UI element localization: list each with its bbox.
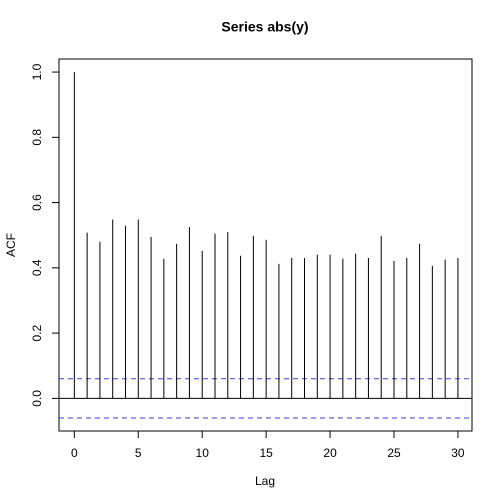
x-tick-label: 0 [71,446,78,460]
x-axis-label: Lag [255,474,275,488]
x-tick-label: 5 [135,446,142,460]
y-tick-label: 0.2 [30,324,44,341]
y-tick-label: 0.0 [30,390,44,407]
y-tick-label: 1.0 [30,63,44,80]
y-tick-label: 0.6 [30,194,44,211]
x-tick-label: 10 [196,446,210,460]
y-tick-label: 0.8 [30,129,44,146]
x-tick-label: 25 [387,446,401,460]
plot-frame [58,58,473,432]
chart-title: Series abs(y) [221,19,308,35]
x-tick-label: 20 [323,446,337,460]
y-axis-label: ACF [4,233,18,257]
y-tick-label: 0.4 [30,259,44,276]
x-tick-label: 15 [259,446,273,460]
x-tick-label: 30 [451,446,465,460]
